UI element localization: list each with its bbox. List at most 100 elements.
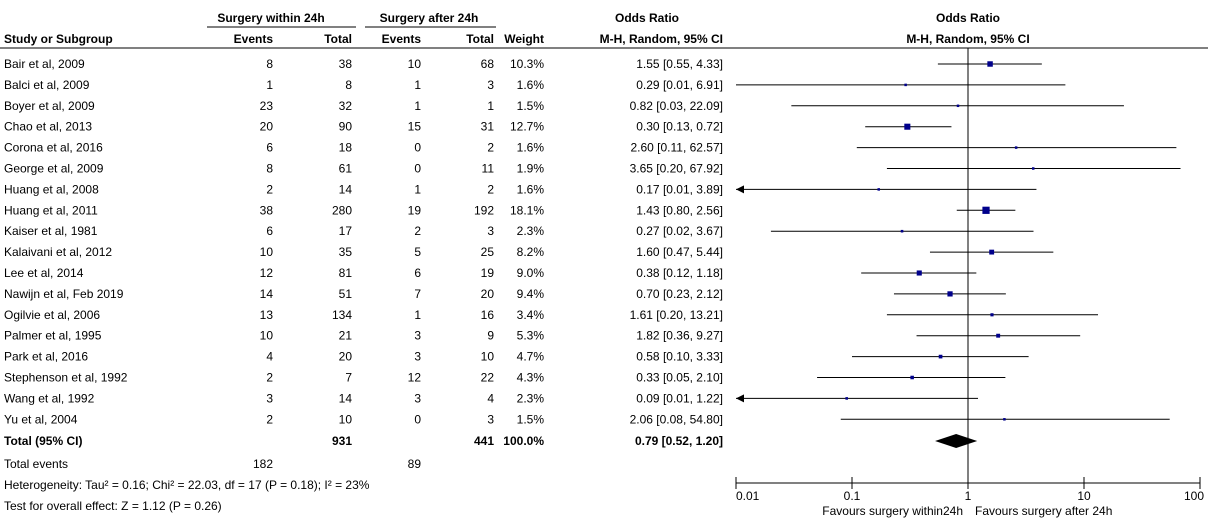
ci-text-cell: 0.09 [0.01, 1.22]	[636, 391, 723, 405]
weight-cell: 1.6%	[517, 78, 545, 92]
events1-cell: 2	[266, 182, 273, 196]
group1-header: Surgery within 24h	[217, 11, 324, 25]
weight-cell: 12.7%	[510, 120, 544, 134]
point-estimate	[1003, 418, 1006, 421]
favours-left-label: Favours surgery within24h	[822, 504, 963, 518]
ci-text-cell: 0.38 [0.12, 1.18]	[636, 266, 723, 280]
weight-cell: 4.7%	[517, 350, 545, 364]
total1-cell: 280	[332, 203, 352, 217]
study-name: Balci et al, 2009	[4, 78, 90, 92]
study-name: Boyer et al, 2009	[4, 99, 95, 113]
total2-column-header: Total	[466, 32, 494, 46]
events1-cell: 8	[266, 162, 273, 176]
events2-cell: 3	[414, 329, 421, 343]
total1-cell: 90	[339, 120, 353, 134]
total2-cell: 16	[481, 308, 495, 322]
weight-cell: 3.4%	[517, 308, 545, 322]
weight-cell: 1.5%	[517, 99, 545, 113]
point-estimate	[904, 83, 907, 87]
total1-cell: 61	[339, 162, 353, 176]
ci-text-cell: 0.33 [0.05, 2.10]	[636, 371, 723, 385]
method-column-header: M-H, Random, 95% CI	[600, 32, 723, 46]
weight-cell: 2.3%	[517, 224, 545, 238]
ci-text-cell: 2.06 [0.08, 54.80]	[630, 412, 723, 426]
ci-text-cell: 2.60 [0.11, 62.57]	[630, 141, 723, 155]
point-estimate	[990, 313, 994, 317]
total2-cell: 2	[487, 182, 494, 196]
total1-cell: 35	[339, 245, 353, 259]
point-estimate	[1014, 146, 1018, 149]
total2-cell: 3	[487, 224, 494, 238]
events1-cell: 14	[260, 287, 274, 301]
events1-cell: 10	[260, 329, 274, 343]
total1-cell: 81	[339, 266, 353, 280]
total1-cell: 32	[339, 99, 353, 113]
point-estimate	[947, 291, 953, 297]
total-events2: 89	[408, 457, 422, 471]
weight-cell: 4.3%	[517, 371, 545, 385]
weight-column-header: Weight	[504, 32, 544, 46]
events2-cell: 15	[408, 120, 422, 134]
ci-text-cell: 0.58 [0.10, 3.33]	[636, 350, 723, 364]
total2-cell: 31	[481, 120, 495, 134]
study-name: Lee et al, 2014	[4, 266, 84, 280]
weight-cell: 5.3%	[517, 329, 545, 343]
plot-title: Odds Ratio	[936, 11, 1000, 25]
study-name: Stephenson et al, 1992	[4, 371, 128, 385]
weight-cell: 9.0%	[517, 266, 545, 280]
point-estimate	[1031, 167, 1035, 170]
total2-cell: 9	[487, 329, 494, 343]
total1-cell: 14	[339, 391, 353, 405]
events2-cell: 0	[414, 162, 421, 176]
weight-cell: 10.3%	[510, 57, 544, 71]
events1-cell: 3	[266, 391, 273, 405]
total-weight: 100.0%	[503, 434, 544, 448]
weight-cell: 9.4%	[517, 287, 545, 301]
ci-text-cell: 0.82 [0.03, 22.09]	[630, 99, 723, 113]
point-estimate	[987, 61, 993, 67]
ci-text-cell: 0.27 [0.02, 3.67]	[636, 224, 723, 238]
events2-cell: 19	[408, 203, 422, 217]
study-name: Palmer et al, 1995	[4, 329, 102, 343]
events2-cell: 1	[414, 182, 421, 196]
events1-cell: 12	[260, 266, 274, 280]
study-name: Bair et al, 2009	[4, 57, 85, 71]
events2-cell: 1	[414, 78, 421, 92]
events2-cell: 7	[414, 287, 421, 301]
events2-cell: 12	[408, 371, 422, 385]
study-name: Yu et al, 2004	[4, 412, 78, 426]
point-estimate	[877, 188, 880, 191]
total1-cell: 18	[339, 141, 353, 155]
point-estimate	[938, 354, 943, 359]
events1-cell: 6	[266, 141, 273, 155]
total2-cell: 11	[482, 162, 495, 176]
total1-cell: 17	[339, 224, 353, 238]
heterogeneity-text: Heterogeneity: Tau² = 0.16; Chi² = 22.03…	[4, 478, 370, 492]
events1-cell: 8	[266, 57, 273, 71]
total-events-label: Total events	[4, 457, 68, 471]
weight-cell: 1.6%	[517, 182, 545, 196]
total1-cell: 21	[339, 329, 353, 343]
weight-cell: 18.1%	[510, 203, 544, 217]
total2-cell: 1	[487, 99, 494, 113]
weight-cell: 8.2%	[517, 245, 545, 259]
study-name: Park et al, 2016	[4, 350, 88, 364]
ci-text-cell: 0.70 [0.23, 2.12]	[636, 287, 723, 301]
point-estimate	[904, 123, 911, 130]
point-estimate	[900, 229, 904, 233]
total-ci-text: 0.79 [0.52, 1.20]	[635, 434, 723, 448]
study-name: Corona et al, 2016	[4, 141, 103, 155]
point-estimate	[845, 397, 848, 400]
total2-value: 441	[474, 434, 494, 448]
study-name: George et al, 2009	[4, 162, 104, 176]
total2-cell: 10	[481, 350, 495, 364]
total1-value: 931	[332, 434, 352, 448]
total1-cell: 38	[339, 57, 353, 71]
favours-right-label: Favours surgery after 24h	[975, 504, 1112, 518]
confidence-intervals	[736, 61, 1181, 421]
total2-cell: 25	[481, 245, 495, 259]
point-estimate	[982, 206, 990, 214]
study-name: Nawijn et al, Feb 2019	[4, 287, 124, 301]
or-group-header: Odds Ratio	[615, 11, 679, 25]
ci-text-cell: 0.17 [0.01, 3.89]	[636, 182, 723, 196]
